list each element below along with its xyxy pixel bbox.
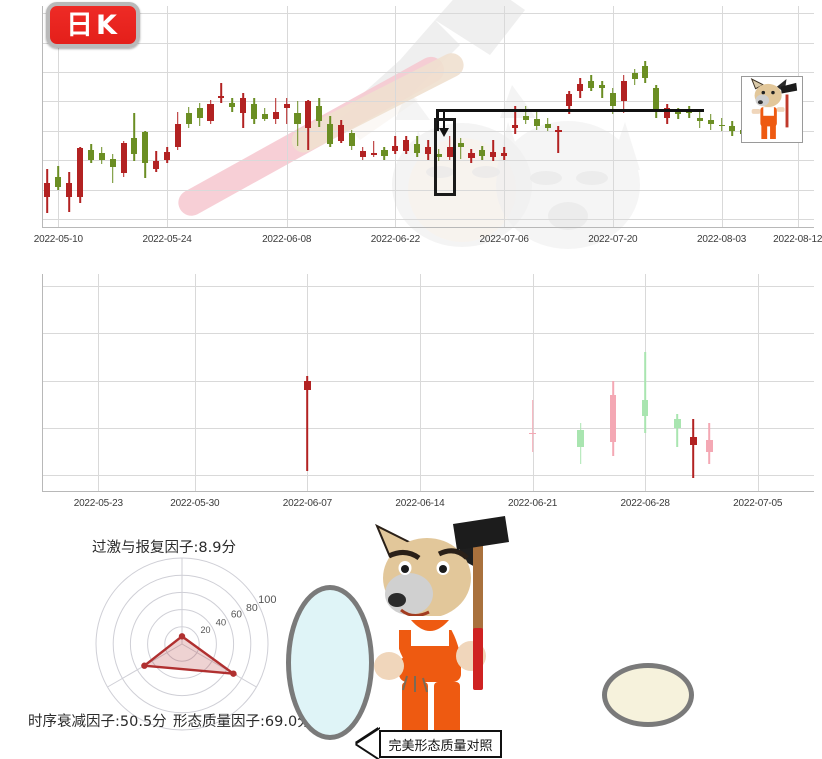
radar-vertex <box>141 663 147 669</box>
radar-ring-label: 40 <box>216 617 227 628</box>
radar-polygon <box>144 636 233 673</box>
target-ellipse[interactable] <box>602 663 694 727</box>
pattern-box[interactable] <box>434 118 456 196</box>
radar-ring-label: 80 <box>246 602 258 614</box>
radar-vertex <box>230 670 236 676</box>
x-axis-tick: 2022-08-12 <box>773 234 822 245</box>
radar-ring-label: 20 <box>200 625 210 635</box>
x-axis-tick: 2022-08-03 <box>697 234 746 245</box>
x-axis-tick: 2022-06-14 <box>395 498 444 509</box>
mascot-illustration <box>355 516 530 744</box>
resistance-line <box>436 109 704 112</box>
x-axis-tick: 2022-07-05 <box>733 498 782 509</box>
x-axis-tick: 2022-07-06 <box>480 234 529 245</box>
x-axis-tick: 2022-06-21 <box>508 498 557 509</box>
day-k-badge-label: 日K <box>66 12 120 39</box>
stock-pattern-analysis-screen: 22.022.523.023.524.024.525.025.5 2022-05… <box>0 0 822 520</box>
radar-ring-label: 100 <box>258 594 276 606</box>
x-axis-tick: 2022-05-30 <box>170 498 219 509</box>
x-axis-tick: 2022-06-22 <box>371 234 420 245</box>
day-k-badge[interactable]: 日K <box>46 2 140 48</box>
mascot-thumbnail[interactable] <box>741 76 803 143</box>
comparison-chart-panel: 23.023.223.423.623.8 2022-05-232022-05-3… <box>0 260 822 520</box>
radar-vertex <box>179 633 185 639</box>
x-axis-tick: 2022-06-08 <box>262 234 311 245</box>
x-axis-tick: 2022-05-24 <box>142 234 191 245</box>
x-axis-tick: 2022-06-28 <box>621 498 670 509</box>
price-chart-panel: 22.022.523.023.524.024.525.025.5 2022-05… <box>0 0 822 260</box>
callout-label: 完美形态质量对照 <box>388 735 492 754</box>
callout-body: 完美形态质量对照 <box>379 730 502 758</box>
x-axis-tick: 2022-07-20 <box>588 234 637 245</box>
comparison-x-axis: 2022-05-23 2022-05-30 2022-06-07 2022-06-14… <box>0 260 822 520</box>
radar-ring-label: 60 <box>231 610 242 621</box>
radar-bottomright-label: 形态质量因子:69.0分 <box>173 710 312 731</box>
x-axis-tick: 2022-06-07 <box>283 498 332 509</box>
callout-arrow-icon <box>357 729 380 759</box>
x-axis-tick: 2022-05-10 <box>34 234 83 245</box>
x-axis-tick: 2022-05-23 <box>74 498 123 509</box>
reference-ellipse[interactable] <box>286 585 374 740</box>
radar-top-label: 过激与报复因子:8.9分 <box>92 536 236 557</box>
pattern-compare-callout[interactable]: 完美形态质量对照 <box>357 730 502 758</box>
radar-bottomleft-label: 时序衰减因子:50.5分 <box>28 710 167 731</box>
